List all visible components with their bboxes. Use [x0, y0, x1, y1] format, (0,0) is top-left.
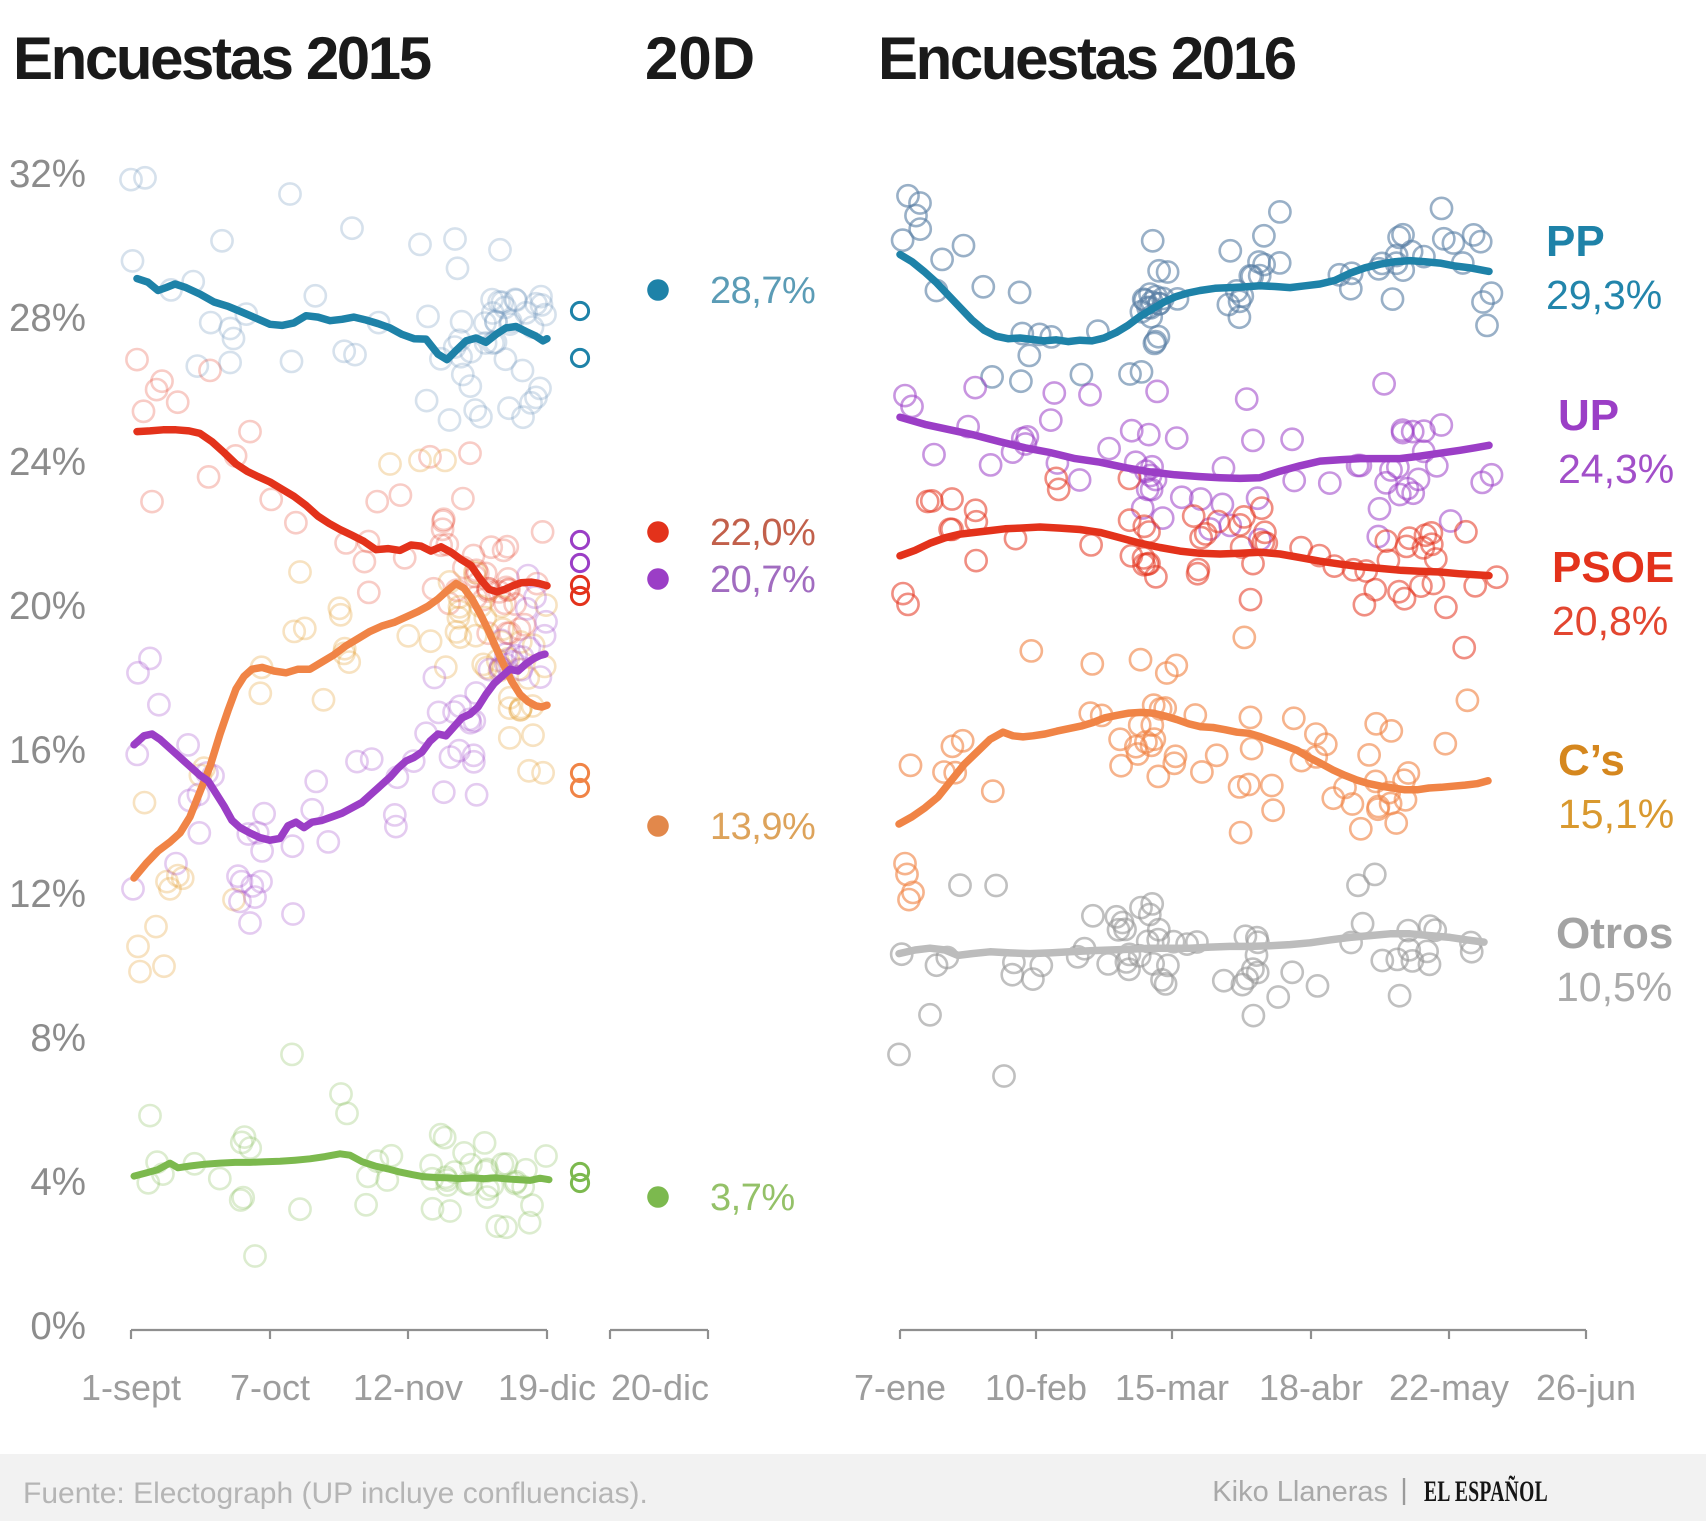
svg-text:PSOE: PSOE: [1552, 543, 1674, 592]
svg-text:20-dic: 20-dic: [611, 1367, 709, 1408]
svg-text:20,7%: 20,7%: [710, 559, 815, 601]
svg-text:0%: 0%: [30, 1305, 86, 1348]
svg-text:20,8%: 20,8%: [1552, 598, 1668, 644]
svg-text:4%: 4%: [30, 1161, 86, 1204]
svg-text:18-abr: 18-abr: [1259, 1367, 1363, 1408]
svg-text:19-dic: 19-dic: [498, 1367, 596, 1408]
svg-text:|: |: [1400, 1474, 1408, 1506]
svg-text:1-sept: 1-sept: [81, 1367, 181, 1408]
svg-text:15-mar: 15-mar: [1115, 1367, 1229, 1408]
svg-text:EL ESPAÑOL: EL ESPAÑOL: [1424, 1475, 1548, 1508]
svg-text:20D: 20D: [645, 25, 755, 92]
svg-text:16%: 16%: [9, 729, 86, 772]
svg-text:10-feb: 10-feb: [985, 1367, 1087, 1408]
svg-text:32%: 32%: [9, 153, 86, 196]
svg-text:26-jun: 26-jun: [1536, 1367, 1636, 1408]
svg-text:C’s: C’s: [1558, 736, 1625, 785]
svg-text:Encuestas 2016: Encuestas 2016: [878, 25, 1296, 92]
svg-text:7-ene: 7-ene: [854, 1367, 946, 1408]
svg-text:28,7%: 28,7%: [710, 270, 815, 312]
svg-text:28%: 28%: [9, 297, 86, 340]
svg-text:12%: 12%: [9, 873, 86, 916]
svg-text:10,5%: 10,5%: [1556, 964, 1672, 1010]
svg-text:PP: PP: [1546, 217, 1605, 266]
svg-text:29,3%: 29,3%: [1546, 272, 1662, 318]
svg-text:UP: UP: [1558, 391, 1619, 440]
svg-text:13,9%: 13,9%: [710, 806, 815, 848]
svg-text:15,1%: 15,1%: [1558, 791, 1674, 837]
svg-text:7-oct: 7-oct: [230, 1367, 310, 1408]
svg-text:22-may: 22-may: [1389, 1367, 1509, 1408]
svg-text:Encuestas 2015: Encuestas 2015: [13, 25, 431, 92]
svg-text:Otros: Otros: [1556, 909, 1673, 958]
svg-text:22,0%: 22,0%: [710, 512, 815, 554]
svg-text:12-nov: 12-nov: [353, 1367, 463, 1408]
svg-text:3,7%: 3,7%: [710, 1177, 795, 1219]
svg-text:8%: 8%: [30, 1017, 86, 1060]
svg-text:Fuente: Electograph (UP incluy: Fuente: Electograph (UP incluye confluen…: [23, 1477, 648, 1510]
svg-text:24%: 24%: [9, 441, 86, 484]
svg-text:24,3%: 24,3%: [1558, 446, 1674, 492]
svg-text:Kiko Llaneras: Kiko Llaneras: [1212, 1476, 1388, 1508]
svg-text:20%: 20%: [9, 585, 86, 628]
